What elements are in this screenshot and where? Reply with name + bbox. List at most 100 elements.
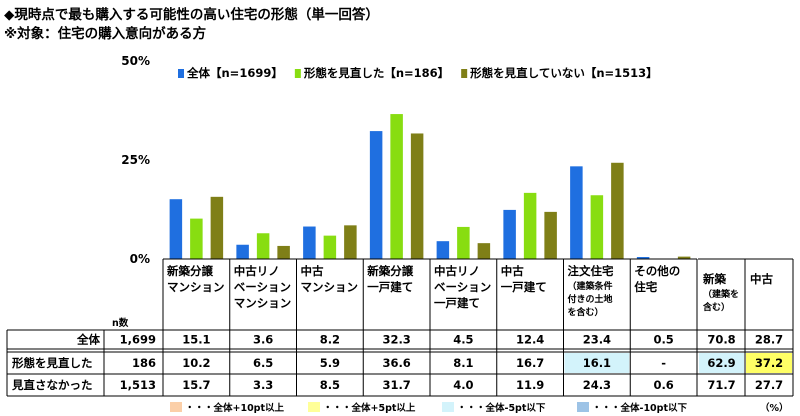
category-label: 中古リノ	[234, 264, 280, 278]
highlight-legend-label: ・・・全体+10pt以上	[185, 402, 285, 414]
category-label: 新築分譲	[367, 264, 413, 278]
category-note: （建築条件	[568, 280, 613, 292]
summary-header-note: （建築を	[703, 288, 739, 300]
y-tick-label: 0%	[130, 252, 150, 266]
bar-1-4	[369, 131, 383, 259]
highlight-legend-swatch	[442, 402, 454, 412]
bar-1-6	[503, 209, 516, 259]
summary-header: 中古	[750, 272, 773, 286]
bar-2-2	[256, 233, 270, 259]
table-cell: 0.5	[653, 333, 673, 347]
table-cell: 10.2	[182, 356, 210, 370]
bar-3-6	[544, 211, 557, 259]
legend-label: 全体【n=1699】	[186, 66, 283, 80]
legend-swatch	[461, 69, 468, 78]
table-cell: 5.9	[320, 356, 340, 370]
bar-3-4	[410, 133, 424, 259]
bar-2-1	[190, 218, 203, 259]
category-label: 中古	[301, 264, 324, 278]
table-cell: 31.7	[382, 378, 410, 392]
category-label: ベーション	[434, 280, 491, 294]
highlight-legend-label: ・・・全体-5pt以下	[457, 402, 546, 414]
chart-title: ◆現時点で最も購入する可能性の高い住宅の形態（単一回答）	[4, 7, 379, 23]
category-label: 住宅	[634, 280, 657, 294]
n-column-label: n数	[112, 317, 129, 329]
category-label: 一戸建て	[501, 280, 547, 294]
table-cell: 8.5	[320, 378, 340, 392]
bar-3-3	[344, 225, 357, 259]
bar-1-1	[169, 199, 183, 259]
bar-2-3	[323, 235, 337, 259]
table-cell: 6.5	[253, 356, 273, 370]
category-label: 一戸建て	[434, 296, 480, 310]
category-label: 一戸建て	[367, 280, 413, 294]
table-cell: 23.4	[583, 333, 611, 347]
table-cell: 8.2	[320, 333, 340, 347]
legend-swatch	[178, 69, 184, 78]
summary-cell: 70.8	[707, 333, 735, 347]
summary-cell: 37.2	[755, 356, 783, 370]
row-n: 186	[132, 356, 156, 370]
category-label: マンション	[301, 280, 359, 294]
bar-3-2	[277, 245, 290, 259]
table-cell: 36.6	[382, 356, 410, 370]
bar-3-8	[677, 256, 691, 259]
category-label: 中古	[501, 264, 524, 278]
bar-1-7	[570, 166, 583, 259]
row-n: 1,513	[120, 378, 156, 392]
highlight-cell	[564, 353, 630, 373]
table-cell: 24.3	[583, 378, 611, 392]
summary-cell: 62.9	[707, 356, 735, 370]
legend-label: 形態を見直していない【n=1513】	[470, 66, 657, 80]
table-cell: 4.0	[453, 378, 473, 392]
table-cell: 3.6	[253, 333, 273, 347]
bar-1-3	[303, 226, 316, 259]
table-cell: 32.3	[382, 333, 410, 347]
unit-label: （%）	[760, 402, 789, 414]
bar-2-4	[390, 114, 403, 260]
category-label: マンション	[167, 280, 225, 294]
bar-3-1	[210, 196, 224, 259]
bar-1-2	[236, 244, 249, 259]
table-cell: 16.1	[583, 356, 611, 370]
category-label: その他の	[634, 264, 680, 278]
table-cell: 0.6	[653, 378, 673, 392]
table-cell: -	[661, 356, 666, 370]
legend-label: 形態を見直した【n=186】	[304, 66, 449, 80]
category-label: マンション	[234, 296, 292, 310]
highlight-legend-swatch	[577, 402, 589, 412]
highlight-legend-label: ・・・全体+5pt以上	[323, 402, 416, 414]
category-label: 中古リノ	[434, 264, 480, 278]
chart-subtitle: ※対象：住宅の購入意向がある方	[4, 26, 207, 42]
highlight-cell	[746, 353, 792, 373]
table-cell: 12.4	[516, 333, 544, 347]
highlight-cell	[699, 353, 744, 373]
summary-header-note: 含む）	[702, 301, 730, 313]
summary-cell: 71.7	[707, 378, 735, 392]
table-cell: 16.7	[516, 356, 544, 370]
table-cell: 3.3	[253, 378, 273, 392]
row-label: 形態を見直した	[12, 356, 93, 370]
y-tick-label: 25%	[121, 153, 150, 167]
table-cell: 8.1	[453, 356, 473, 370]
category-label: 新築分譲	[167, 264, 213, 278]
highlight-legend-label: ・・・全体-10pt以下	[592, 402, 688, 414]
table-cell: 15.7	[182, 378, 210, 392]
bar-2-7	[590, 195, 604, 259]
bar-3-7	[611, 162, 624, 259]
table-cell: 4.5	[453, 333, 473, 347]
summary-cell: 27.7	[755, 378, 783, 392]
category-note: 付きの土地	[568, 293, 613, 305]
bar-1-8	[636, 257, 650, 259]
row-label: 全体	[76, 333, 100, 347]
summary-header: 新築	[703, 272, 726, 286]
category-label: 注文住宅	[568, 264, 614, 278]
bar-3-5	[477, 243, 491, 259]
bar-2-6	[523, 192, 537, 259]
bar-2-5	[457, 226, 470, 259]
category-note: を含む）	[568, 306, 604, 318]
category-label: ベーション	[234, 280, 291, 294]
row-n: 1,699	[120, 333, 156, 347]
y-tick-label: 50%	[121, 54, 150, 68]
